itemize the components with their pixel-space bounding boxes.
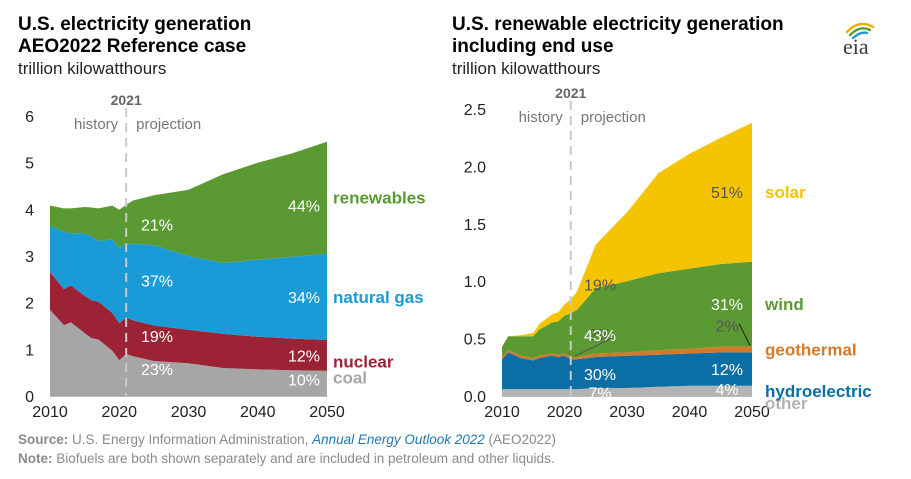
- note-label: Note:: [18, 451, 53, 466]
- y-tick-label: 1: [25, 342, 34, 359]
- footnote: Note: Biofuels are both shown separately…: [18, 451, 555, 466]
- right-chart-title-line-1: U.S. renewable electricity generation: [452, 14, 784, 35]
- y-tick-label: 4: [25, 202, 34, 219]
- x-tick-label: 2020: [547, 404, 583, 421]
- source-link[interactable]: Annual Energy Outlook 2022: [312, 432, 485, 447]
- y-tick-label: 1.0: [464, 274, 486, 291]
- history-label: history: [519, 109, 564, 126]
- right-chart-renewable-generation: 2021 history projection 0.0 0.5 1.0 1.5 2.0 2.5 2…: [464, 85, 872, 421]
- series-label-other: other: [765, 394, 808, 413]
- pct-2050-natural-gas: 34%: [288, 290, 320, 307]
- pct-2050-other: 4%: [715, 382, 738, 399]
- pct-2021-natural-gas: 37%: [141, 274, 173, 291]
- x-tick-label: 2030: [609, 404, 645, 421]
- pct-2050-coal: 10%: [288, 372, 320, 389]
- pct-2050-solar: 51%: [711, 185, 743, 202]
- source-label: Source:: [18, 432, 69, 447]
- y-tick-label: 2: [25, 296, 34, 313]
- x-tick-label: 2030: [171, 404, 207, 421]
- y-tick-label: 0.5: [464, 332, 486, 349]
- area-other: [502, 385, 752, 396]
- area-wind: [502, 261, 752, 359]
- right-chart-title-block: U.S. renewable electricity generation in…: [452, 14, 784, 80]
- pct-2050-wind: 31%: [711, 297, 743, 314]
- x-tick-label: 2010: [484, 404, 520, 421]
- series-label-wind: wind: [764, 295, 804, 314]
- source-text: U.S. Energy Information Administration,: [68, 432, 313, 447]
- left-chart-title-block: U.S. electricity generation AEO2022 Refe…: [18, 14, 251, 80]
- series-label-renewables: renewables: [333, 189, 426, 208]
- area-coal: [50, 309, 327, 396]
- left-chart-title-line-1: U.S. electricity generation: [18, 14, 252, 35]
- series-label-geothermal: geothermal: [765, 341, 857, 360]
- y-tick-label: 5: [25, 156, 34, 173]
- series-label-hydroelectric: hydroelectric: [765, 382, 872, 401]
- pct-2050-geothermal: 2%: [715, 319, 738, 336]
- left-chart-unit: trillion kilowatthours: [18, 59, 167, 78]
- pct-2021-other: 7%: [588, 386, 611, 403]
- pct-2021-coal: 23%: [141, 362, 173, 379]
- series-label-nuclear: nuclear: [333, 352, 394, 371]
- pct-2021-nuclear: 19%: [141, 329, 173, 346]
- source-text-suffix: (AEO2022): [484, 432, 557, 447]
- x-tick-label: 2040: [672, 404, 708, 421]
- right-chart-unit: trillion kilowatthours: [452, 59, 601, 78]
- y-tick-label: 0: [25, 389, 34, 406]
- left-chart-title-line-2: AEO2022 Reference case: [18, 36, 247, 57]
- year-2021-label: 2021: [555, 85, 586, 101]
- area-renewables: [50, 141, 327, 263]
- y-tick-label: 3: [25, 249, 34, 266]
- pct-2050-renewables: 44%: [288, 199, 320, 216]
- area-natural-gas: [50, 225, 327, 340]
- pct-2021-renewables: 21%: [141, 217, 173, 234]
- area-hydroelectric: [502, 352, 752, 390]
- geothermal-2021-leader: [574, 337, 613, 357]
- y-tick-label: 2.0: [464, 159, 486, 176]
- area-geothermal: [502, 346, 752, 361]
- pct-2021-geothermal: 2%: [588, 327, 611, 344]
- source-note: Source: U.S. Energy Information Administ…: [18, 432, 556, 447]
- series-label-solar: solar: [765, 183, 806, 202]
- x-tick-label: 2040: [240, 404, 276, 421]
- x-tick-label: 2050: [734, 404, 770, 421]
- pct-2021-solar: 19%: [584, 277, 616, 294]
- projection-label: projection: [581, 109, 646, 126]
- x-tick-label: 2050: [309, 404, 345, 421]
- year-2021-label: 2021: [111, 92, 142, 108]
- left-chart-generation-by-source: 2021 history projection 0 1 2 3 4 5 6 2010 2020 2030…: [25, 92, 426, 421]
- pct-2050-nuclear: 12%: [288, 348, 320, 365]
- x-tick-label: 2010: [32, 404, 68, 421]
- series-label-coal: coal: [333, 368, 367, 387]
- history-label: history: [74, 116, 119, 133]
- x-tick-label: 2020: [101, 404, 137, 421]
- right-chart-title-line-2: including end use: [452, 36, 614, 57]
- eia-logo-icon: eia: [843, 22, 875, 58]
- y-tick-label: 6: [25, 109, 34, 126]
- area-nuclear: [50, 271, 327, 371]
- y-tick-label: 1.5: [464, 217, 486, 234]
- y-tick-label: 2.5: [464, 102, 486, 119]
- pct-2050-hydroelectric: 12%: [711, 362, 743, 379]
- pct-2021-hydroelectric: 30%: [584, 367, 616, 384]
- pct-2021-wind: 43%: [584, 328, 616, 345]
- note-text: Biofuels are both shown separately and a…: [52, 451, 555, 466]
- area-solar: [502, 122, 752, 347]
- series-label-natural-gas: natural gas: [333, 288, 424, 307]
- geothermal-pct-leader: [738, 323, 751, 346]
- eia-logo-text: eia: [843, 34, 869, 58]
- projection-label: projection: [136, 116, 201, 133]
- y-tick-label: 0.0: [464, 389, 486, 406]
